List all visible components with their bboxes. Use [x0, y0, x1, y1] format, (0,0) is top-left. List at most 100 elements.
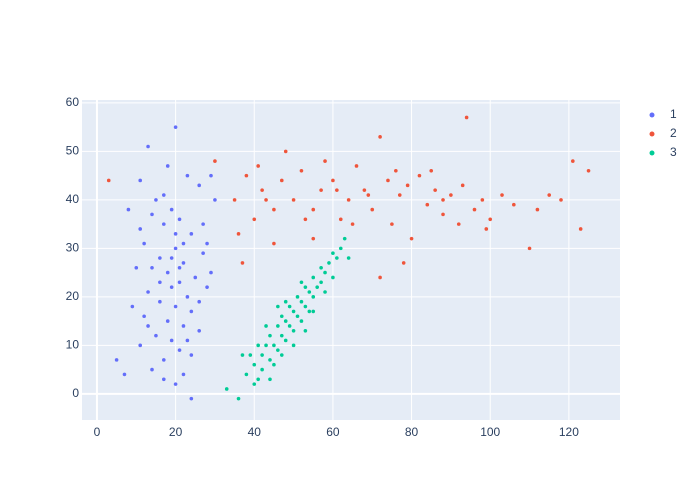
point [327, 261, 331, 265]
point [256, 377, 260, 382]
point [146, 324, 150, 328]
point [126, 207, 131, 212]
point [169, 207, 174, 212]
point [181, 261, 186, 265]
point [248, 353, 253, 357]
point [185, 295, 190, 299]
point [354, 164, 359, 168]
point [185, 173, 190, 178]
point [547, 193, 552, 197]
point [331, 178, 335, 183]
point [165, 164, 170, 168]
y-tick-label: 10 [66, 338, 80, 352]
point [456, 222, 461, 226]
point [279, 314, 284, 319]
point [165, 319, 170, 323]
point [319, 188, 323, 192]
point [571, 159, 575, 163]
point [303, 285, 308, 289]
point [181, 372, 186, 377]
point [480, 198, 485, 202]
point [169, 285, 174, 289]
point [260, 188, 264, 192]
point [264, 343, 268, 348]
point [299, 319, 304, 323]
point [291, 309, 296, 314]
point [162, 377, 166, 382]
point [252, 382, 257, 386]
point [346, 256, 351, 260]
point [236, 396, 241, 401]
point [114, 358, 119, 362]
point [181, 324, 186, 328]
x-tick-label: 100 [480, 425, 500, 439]
point [472, 207, 477, 212]
point [268, 358, 272, 362]
point [272, 241, 276, 246]
point [291, 198, 296, 202]
point [500, 193, 504, 197]
point [512, 202, 516, 207]
point [173, 382, 178, 386]
point [173, 246, 178, 251]
point [122, 372, 127, 377]
point [189, 353, 194, 357]
point [441, 198, 445, 202]
point [535, 207, 540, 212]
point [366, 193, 371, 197]
legend-marker [649, 131, 655, 137]
point [264, 324, 268, 328]
point [303, 217, 308, 222]
point [311, 236, 316, 241]
point [323, 270, 327, 275]
point [283, 299, 288, 304]
point [559, 198, 563, 202]
point [460, 183, 465, 188]
point [268, 377, 272, 382]
point [169, 256, 174, 260]
point [177, 280, 182, 285]
point [311, 309, 316, 314]
point [189, 396, 194, 401]
legend-marker [649, 112, 655, 118]
point [433, 188, 437, 192]
point [335, 256, 339, 260]
point [331, 275, 335, 280]
point [429, 168, 434, 173]
plot-area [82, 100, 620, 420]
point [299, 168, 304, 173]
point [287, 324, 292, 328]
y-tick-label: 60 [66, 95, 80, 109]
point [291, 343, 296, 348]
point [578, 227, 583, 231]
y-tick-label: 20 [66, 289, 80, 303]
point [303, 328, 308, 333]
point [154, 333, 158, 338]
point [264, 198, 268, 202]
point [319, 265, 323, 270]
point [213, 159, 217, 163]
point [397, 193, 402, 197]
point [213, 198, 217, 202]
point [260, 353, 264, 357]
point [197, 299, 201, 304]
x-tick-label: 40 [248, 425, 262, 439]
point [378, 275, 382, 280]
point [586, 168, 591, 173]
point [244, 173, 249, 178]
point [146, 144, 150, 149]
point [173, 304, 178, 309]
point [346, 198, 351, 202]
point [338, 217, 343, 222]
point [138, 343, 143, 348]
x-tick-label: 60 [326, 425, 340, 439]
point [224, 387, 229, 391]
point [177, 348, 182, 352]
point [488, 217, 493, 222]
point [189, 232, 194, 236]
point [331, 251, 335, 256]
point [299, 280, 304, 285]
point [154, 198, 158, 202]
point [464, 115, 469, 120]
point [268, 333, 272, 338]
